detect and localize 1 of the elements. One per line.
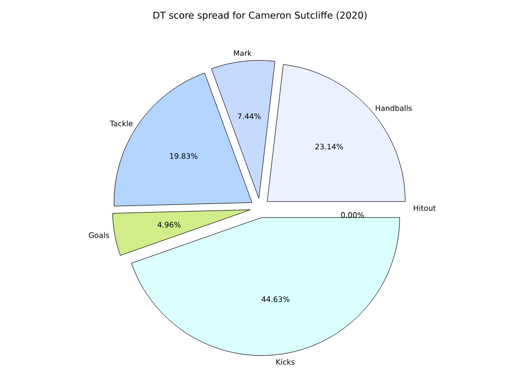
chart-title: DT score spread for Cameron Sutcliffe (2020) — [154, 11, 367, 21]
